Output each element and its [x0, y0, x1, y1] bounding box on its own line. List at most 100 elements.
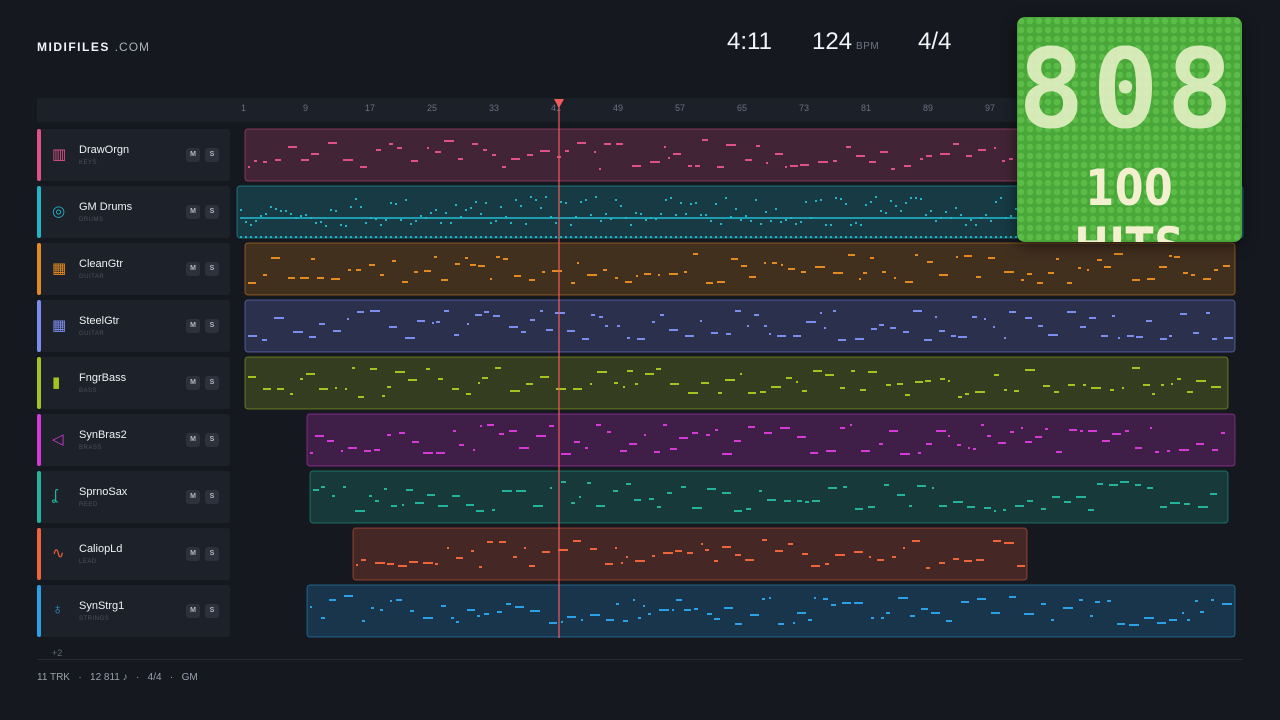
track-header[interactable]: ▮ FngrBass BASS M S: [37, 357, 230, 409]
note: [797, 612, 806, 614]
footer-meter: 4/4: [147, 672, 162, 683]
track-header[interactable]: ▦ CleanGtr GUITAR M S: [37, 243, 230, 295]
cover-dot: [1161, 197, 1169, 205]
cover-dot: [1089, 98, 1097, 106]
solo-button[interactable]: S: [205, 148, 219, 162]
note: [915, 236, 917, 238]
note: [370, 236, 372, 238]
note: [245, 221, 247, 223]
note: [480, 236, 482, 238]
note: [701, 382, 709, 384]
album-cover: 808 100 HITS: [1017, 17, 1242, 242]
cover-dot: [1224, 188, 1232, 196]
mute-button[interactable]: M: [186, 148, 200, 162]
cover-dot: [1179, 197, 1187, 205]
note: [772, 262, 777, 264]
mute-button[interactable]: M: [186, 604, 200, 618]
track-header[interactable]: ◁ SynBras2 BRASS M S: [37, 414, 230, 466]
note: [455, 236, 457, 238]
solo-button[interactable]: S: [205, 319, 219, 333]
mute-button[interactable]: M: [186, 433, 200, 447]
note: [797, 500, 802, 502]
cover-dot: [1206, 197, 1214, 205]
track-header[interactable]: ▥ DrawOrgn KEYS M S: [37, 129, 230, 181]
cover-dot: [1071, 125, 1079, 133]
cover-dot: [1161, 26, 1169, 34]
cover-dot: [1053, 215, 1061, 223]
note: [755, 236, 757, 238]
note: [635, 236, 637, 238]
mute-button[interactable]: M: [186, 205, 200, 219]
cover-dot: [1017, 215, 1025, 223]
cover-dot: [1197, 224, 1205, 232]
note: [905, 281, 913, 283]
note: [909, 505, 912, 507]
cover-dot: [1188, 26, 1196, 34]
cover-dot: [1161, 44, 1169, 52]
solo-button[interactable]: S: [205, 490, 219, 504]
cover-dot: [1143, 89, 1151, 97]
solo-button[interactable]: S: [205, 205, 219, 219]
note: [903, 331, 909, 333]
cover-dot: [1044, 179, 1052, 187]
track-category: KEYS: [79, 160, 98, 166]
cover-dot: [1152, 134, 1160, 142]
cover-dot: [1125, 89, 1133, 97]
track-header[interactable]: ◎ GM Drums DRUMS M S: [37, 186, 230, 238]
solo-button[interactable]: S: [205, 547, 219, 561]
note: [515, 199, 517, 201]
solo-button[interactable]: S: [205, 376, 219, 390]
cover-dot: [1143, 17, 1151, 25]
note: [405, 199, 407, 201]
cover-dot: [1026, 188, 1034, 196]
cover-dot: [1215, 98, 1223, 106]
cover-dot: [1107, 233, 1115, 241]
solo-button[interactable]: S: [205, 433, 219, 447]
note: [511, 158, 520, 160]
cover-dot: [1179, 80, 1187, 88]
mute-button[interactable]: M: [186, 547, 200, 561]
mute-button[interactable]: M: [186, 490, 200, 504]
note: [881, 617, 884, 619]
track-header[interactable]: ʆ SprnoSax REED M S: [37, 471, 230, 523]
note: [526, 383, 533, 385]
note: [885, 212, 887, 214]
track-header[interactable]: ∿ CaliopLd LEAD M S: [37, 528, 230, 580]
cover-dot: [1071, 116, 1079, 124]
note: [395, 203, 397, 205]
note: [471, 550, 474, 552]
cover-dot: [1116, 143, 1124, 151]
mute-button[interactable]: M: [186, 376, 200, 390]
cover-dot: [1143, 179, 1151, 187]
note: [430, 236, 432, 238]
cover-dot: [1089, 188, 1097, 196]
mute-button[interactable]: M: [186, 262, 200, 276]
cover-dot: [1089, 215, 1097, 223]
cover-dot: [1017, 170, 1025, 178]
solo-button[interactable]: S: [205, 262, 219, 276]
solo-button[interactable]: S: [205, 604, 219, 618]
cover-dot: [1107, 44, 1115, 52]
note: [895, 236, 897, 238]
note: [376, 149, 381, 151]
mute-button[interactable]: M: [186, 319, 200, 333]
note: [325, 225, 327, 227]
cover-dot: [1170, 116, 1178, 124]
cover-dot: [1188, 143, 1196, 151]
note: [427, 147, 429, 149]
note: [655, 236, 657, 238]
track-header[interactable]: ♁ SynStrg1 STRINGS M S: [37, 585, 230, 637]
cover-dot: [1089, 179, 1097, 187]
note: [1076, 496, 1086, 498]
note: [606, 619, 614, 621]
more-tracks[interactable]: +2: [52, 648, 63, 658]
note: [444, 310, 449, 312]
note: [1009, 158, 1013, 160]
track-header[interactable]: ▦ SteelGtr GUITAR M S: [37, 300, 230, 352]
note: [740, 373, 742, 375]
cover-dot: [1215, 89, 1223, 97]
note: [540, 310, 543, 312]
cover-dot: [1224, 44, 1232, 52]
note: [965, 393, 969, 395]
cover-dot: [1116, 170, 1124, 178]
